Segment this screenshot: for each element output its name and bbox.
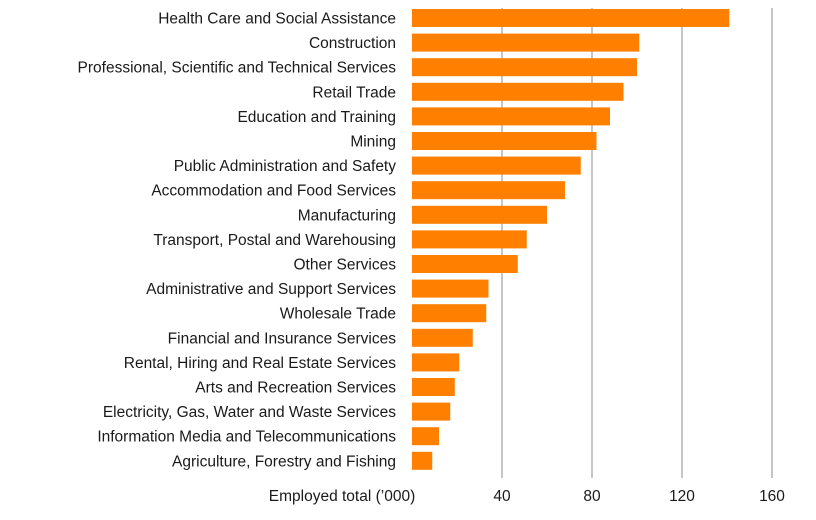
category-label: Accommodation and Food Services bbox=[151, 183, 396, 200]
bar bbox=[412, 156, 581, 175]
category-label: Education and Training bbox=[237, 109, 396, 126]
bar bbox=[412, 378, 455, 396]
bar bbox=[412, 451, 433, 470]
category-label: Rental, Hiring and Real Estate Services bbox=[124, 355, 396, 372]
bar bbox=[412, 304, 487, 323]
bar bbox=[412, 205, 547, 224]
bar bbox=[412, 82, 624, 101]
bars bbox=[412, 9, 730, 470]
bar bbox=[412, 427, 439, 446]
bar bbox=[412, 132, 597, 150]
bar bbox=[412, 107, 610, 126]
gridlines bbox=[501, 8, 773, 478]
category-label: Professional, Scientific and Technical S… bbox=[78, 60, 397, 77]
x-tick-label: 40 bbox=[493, 488, 511, 505]
bar bbox=[412, 33, 640, 52]
bar bbox=[412, 402, 451, 421]
category-labels: Health Care and Social Assistance Constru… bbox=[78, 11, 397, 471]
bar bbox=[412, 279, 489, 298]
x-tick-labels: 40 80 120 160 bbox=[493, 488, 785, 505]
category-label: Financial and Insurance Services bbox=[168, 330, 397, 347]
category-label: Arts and Recreation Services bbox=[195, 380, 396, 397]
category-label: Manufacturing bbox=[298, 207, 396, 224]
category-label: Information Media and Telecommunications bbox=[97, 429, 396, 446]
category-label: Transport, Postal and Warehousing bbox=[153, 232, 396, 249]
category-label: Construction bbox=[309, 35, 396, 52]
bar bbox=[412, 9, 730, 27]
category-label: Health Care and Social Assistance bbox=[158, 11, 396, 28]
x-tick-label: 160 bbox=[759, 488, 785, 505]
x-axis-title: Employed total (’000) bbox=[269, 488, 415, 505]
bar bbox=[412, 328, 473, 347]
x-tick-label: 120 bbox=[669, 488, 695, 505]
category-label: Wholesale Trade bbox=[280, 306, 396, 323]
bar bbox=[412, 230, 527, 249]
category-label: Administrative and Support Services bbox=[146, 281, 396, 298]
category-label: Agriculture, Forestry and Fishing bbox=[172, 453, 396, 470]
category-label: Other Services bbox=[293, 257, 396, 274]
bar bbox=[412, 58, 637, 77]
bar bbox=[412, 255, 518, 273]
category-label: Electricity, Gas, Water and Waste Servic… bbox=[103, 404, 396, 421]
x-tick-label: 80 bbox=[583, 488, 601, 505]
category-label: Public Administration and Safety bbox=[174, 158, 397, 175]
category-label: Mining bbox=[350, 134, 396, 151]
category-label: Retail Trade bbox=[312, 84, 396, 101]
bar bbox=[412, 181, 565, 200]
bar bbox=[412, 353, 460, 372]
